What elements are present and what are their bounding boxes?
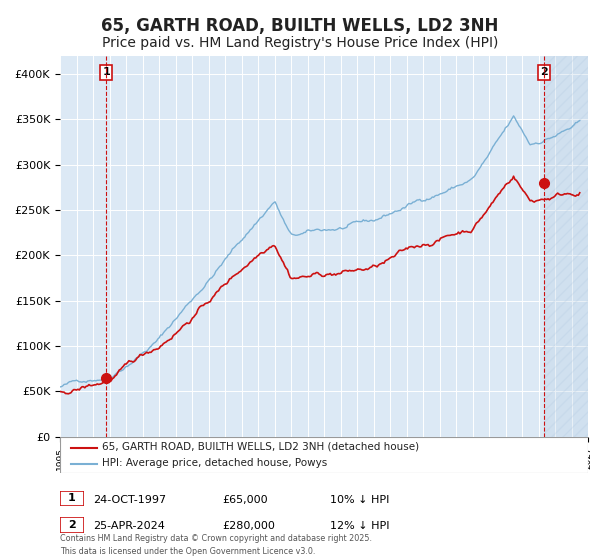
- Text: Contains HM Land Registry data © Crown copyright and database right 2025.
This d: Contains HM Land Registry data © Crown c…: [60, 534, 372, 556]
- Text: 10% ↓ HPI: 10% ↓ HPI: [330, 494, 389, 505]
- Text: 1: 1: [103, 67, 110, 77]
- Text: Price paid vs. HM Land Registry's House Price Index (HPI): Price paid vs. HM Land Registry's House …: [102, 36, 498, 50]
- Text: 65, GARTH ROAD, BUILTH WELLS, LD2 3NH: 65, GARTH ROAD, BUILTH WELLS, LD2 3NH: [101, 17, 499, 35]
- FancyBboxPatch shape: [60, 491, 84, 506]
- Bar: [544, 56, 588, 437]
- Text: 24-OCT-1997: 24-OCT-1997: [93, 494, 166, 505]
- Text: 25-APR-2024: 25-APR-2024: [93, 521, 165, 531]
- Text: 65, GARTH ROAD, BUILTH WELLS, LD2 3NH (detached house): 65, GARTH ROAD, BUILTH WELLS, LD2 3NH (d…: [102, 442, 419, 452]
- Text: £65,000: £65,000: [222, 494, 268, 505]
- Text: 2: 2: [68, 520, 76, 530]
- Text: 2: 2: [540, 67, 548, 77]
- Text: 12% ↓ HPI: 12% ↓ HPI: [330, 521, 389, 531]
- Text: £280,000: £280,000: [222, 521, 275, 531]
- Text: HPI: Average price, detached house, Powys: HPI: Average price, detached house, Powy…: [102, 459, 328, 468]
- FancyBboxPatch shape: [60, 517, 84, 533]
- Text: 1: 1: [68, 493, 76, 503]
- FancyBboxPatch shape: [60, 437, 588, 473]
